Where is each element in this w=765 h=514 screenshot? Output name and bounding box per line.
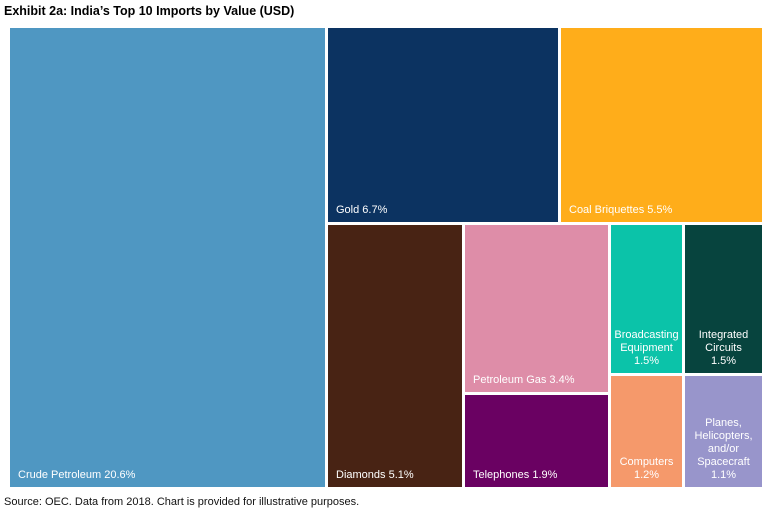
treemap-cell-crude-petroleum: Crude Petroleum 20.6% <box>10 28 325 487</box>
treemap-cell-label: Gold 6.7% <box>336 204 388 217</box>
imports-treemap: Crude Petroleum 20.6% Gold 6.7% Coal Briqu… <box>10 28 762 487</box>
treemap-cell-gold: Gold 6.7% <box>328 28 558 222</box>
treemap-cell-planes-helicopters-and-or-spacecraft: Planes, Helicopters, and/or Spacecraft 1… <box>685 376 762 487</box>
treemap-cell-label: Broadcasting Equipment 1.5% <box>614 329 679 368</box>
treemap-cell-integrated-circuits: Integrated Circuits 1.5% <box>685 225 762 373</box>
treemap-cell-diamonds: Diamonds 5.1% <box>328 225 462 487</box>
treemap-cell-computers: Computers 1.2% <box>611 376 682 487</box>
treemap-cell-label: Planes, Helicopters, and/or Spacecraft 1… <box>694 417 753 482</box>
treemap-cell-label: Coal Briquettes 5.5% <box>569 204 673 217</box>
treemap-cell-broadcasting-equipment: Broadcasting Equipment 1.5% <box>611 225 682 373</box>
treemap-cell-label: Integrated Circuits 1.5% <box>698 329 749 368</box>
chart-title: Exhibit 2a: India’s Top 10 Imports by Va… <box>4 4 295 18</box>
treemap-cell-label: Computers 1.2% <box>619 456 674 482</box>
treemap-cell-label: Telephones 1.9% <box>473 469 558 482</box>
source-note: Source: OEC. Data from 2018. Chart is pr… <box>4 496 360 508</box>
treemap-cell-label: Petroleum Gas 3.4% <box>473 374 575 387</box>
treemap-cell-label: Crude Petroleum 20.6% <box>18 469 136 482</box>
treemap-cell-telephones: Telephones 1.9% <box>465 395 608 487</box>
treemap-cell-coal-briquettes: Coal Briquettes 5.5% <box>561 28 762 222</box>
treemap-cell-label: Diamonds 5.1% <box>336 469 414 482</box>
treemap-cell-petroleum-gas: Petroleum Gas 3.4% <box>465 225 608 392</box>
